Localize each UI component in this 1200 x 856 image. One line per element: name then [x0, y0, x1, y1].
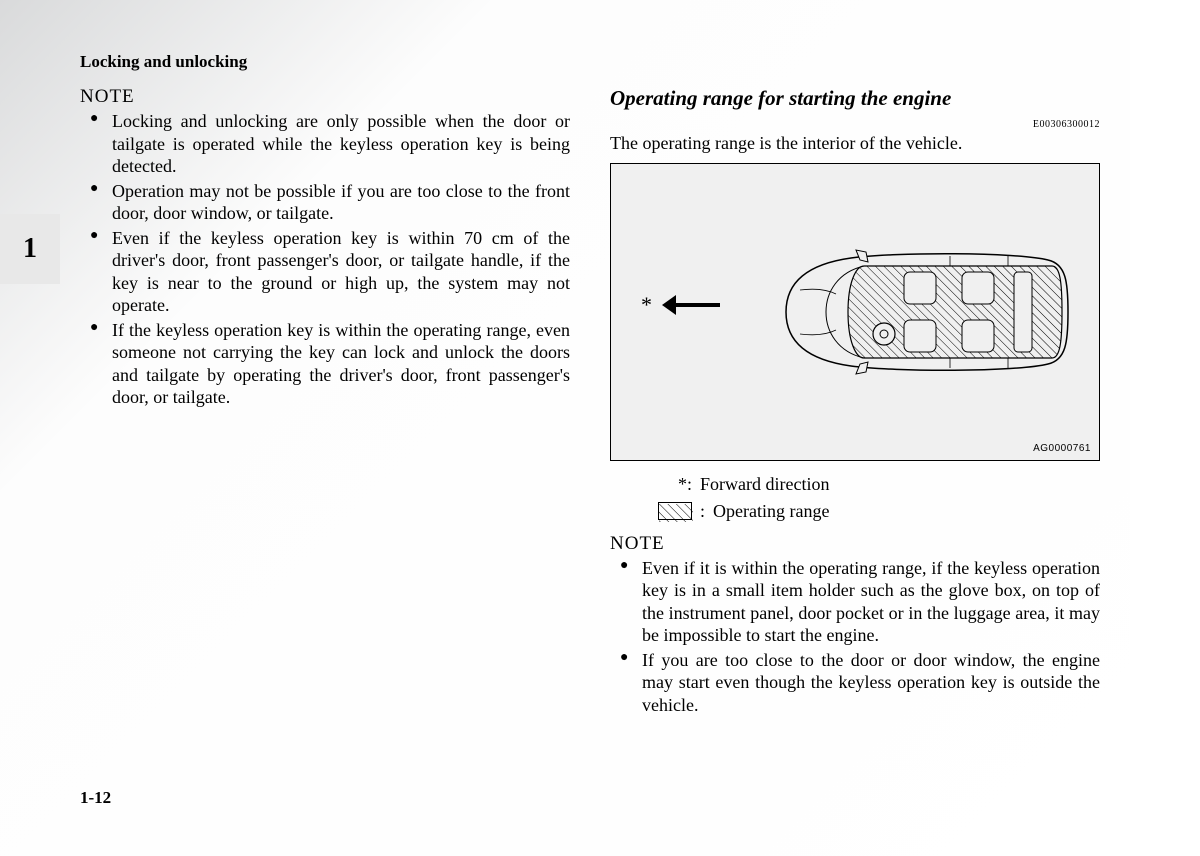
- right-column: Operating range for starting the engine …: [610, 86, 1100, 718]
- note-label-left: NOTE: [80, 86, 570, 108]
- asterisk-icon: *: [641, 292, 652, 318]
- list-item: If the keyless operation key is within t…: [112, 319, 570, 409]
- list-item: If you are too close to the door or door…: [642, 649, 1100, 717]
- subsection-heading: Operating range for starting the engine: [610, 86, 1100, 111]
- legend-hatch-colon: :: [700, 498, 705, 525]
- list-item: Operation may not be possible if you are…: [112, 180, 570, 225]
- chapter-tab: 1: [0, 214, 60, 284]
- left-column: NOTE Locking and unlocking are only poss…: [80, 86, 570, 411]
- note-label-right: NOTE: [610, 533, 1100, 555]
- figure-reference-id: AG0000761: [1033, 443, 1091, 454]
- list-item: Even if it is within the operating range…: [642, 557, 1100, 647]
- manual-page: Locking and unlocking 1 NOTE Locking and…: [0, 0, 1130, 856]
- right-bullet-list: Even if it is within the operating range…: [610, 557, 1100, 717]
- list-item: Locking and unlocking are only possible …: [112, 110, 570, 178]
- arrow-left-icon: [662, 292, 722, 318]
- legend-row-asterisk: *: Forward direction: [658, 471, 1100, 498]
- page-number: 1-12: [80, 788, 111, 808]
- section-header: Locking and unlocking: [80, 52, 247, 72]
- hatch-pattern-icon: [658, 502, 692, 520]
- figure-legend: *: Forward direction : Operating ran: [610, 471, 1100, 525]
- left-bullet-list: Locking and unlocking are only possible …: [80, 110, 570, 409]
- intro-text: The operating range is the interior of t…: [610, 132, 1100, 155]
- legend-hatch-text: Operating range: [713, 498, 829, 525]
- legend-asterisk-text: Forward direction: [700, 471, 829, 498]
- legend-row-hatch: : Operating range: [658, 498, 1100, 525]
- figure-operating-range: *: [610, 163, 1100, 461]
- list-item: Even if the keyless operation key is wit…: [112, 227, 570, 317]
- vehicle-top-view-diagram: [766, 242, 1076, 382]
- legend-asterisk-symbol: *:: [658, 471, 692, 498]
- forward-direction-indicator: *: [641, 292, 722, 318]
- document-id: E00306300012: [610, 119, 1100, 130]
